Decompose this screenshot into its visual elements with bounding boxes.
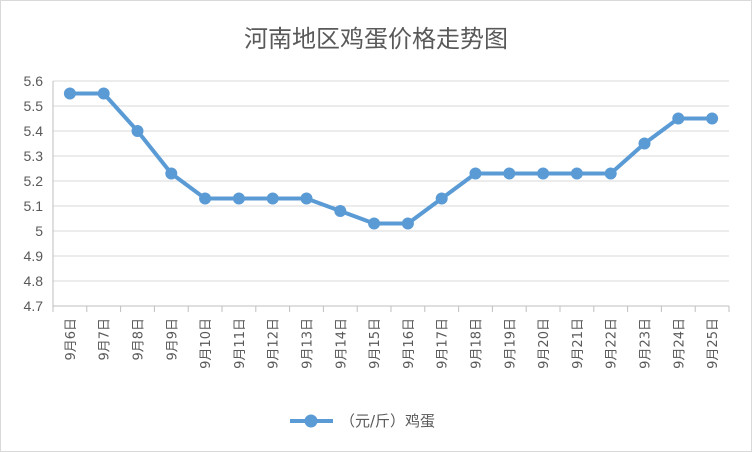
data-point	[368, 217, 381, 230]
data-point	[199, 192, 212, 205]
x-tick-label: 9月13日	[301, 318, 316, 369]
data-point	[435, 192, 448, 205]
y-tick-label: 4.9	[24, 248, 44, 264]
data-point	[570, 167, 583, 180]
x-tick-label: 9月20日	[537, 318, 552, 369]
x-tick-label: 9月10日	[199, 318, 214, 369]
x-tick-label: 9月11日	[233, 318, 248, 369]
series-layer	[63, 87, 719, 230]
y-tick-label: 5	[35, 223, 43, 239]
x-tick-label: 9月9日	[165, 318, 180, 361]
chart-title: 河南地区鸡蛋价格走势图	[244, 25, 508, 53]
data-point	[401, 217, 414, 230]
y-tick-label: 5.6	[24, 73, 44, 89]
x-tick-label: 9月23日	[639, 318, 654, 369]
data-point	[300, 192, 313, 205]
data-point	[604, 167, 617, 180]
data-point	[706, 112, 719, 125]
x-tick-label: 9月16日	[402, 318, 417, 369]
legend-marker	[304, 414, 318, 428]
x-tick-label: 9月21日	[571, 318, 586, 369]
x-tick-label: 9月12日	[267, 318, 282, 369]
data-point	[537, 167, 550, 180]
data-point	[232, 192, 245, 205]
x-tick-label: 9月7日	[98, 318, 113, 361]
gridlines	[52, 80, 729, 312]
x-tick-label: 9月19日	[503, 318, 518, 369]
data-point	[63, 87, 76, 100]
x-tick-label: 9月25日	[706, 318, 721, 369]
data-point	[469, 167, 482, 180]
legend: （元/斤）鸡蛋	[290, 412, 435, 430]
x-tick-label: 9月18日	[470, 318, 485, 369]
y-tick-label: 4.7	[24, 298, 44, 314]
data-point	[131, 125, 144, 137]
x-tick-label: 9月15日	[368, 318, 383, 369]
data-point	[97, 87, 110, 100]
x-tick-label: 9月24日	[672, 318, 687, 369]
y-tick-label: 5.3	[24, 148, 44, 164]
legend-label: （元/斤）鸡蛋	[340, 412, 435, 430]
x-tick-label: 9月6日	[64, 318, 79, 361]
data-point	[672, 112, 685, 125]
data-point	[638, 137, 651, 150]
x-tick-label: 9月8日	[132, 318, 147, 361]
data-point	[165, 167, 178, 180]
y-tick-label: 5.1	[24, 198, 44, 214]
x-tick-label: 9月22日	[605, 318, 620, 369]
x-tick-label: 9月17日	[436, 318, 451, 369]
data-point	[503, 167, 516, 180]
y-tick-label: 5.2	[24, 173, 44, 189]
y-axis-ticks: 4.7 4.8 4.9 5 5.1 5.2 5.3 5.4 5.5 5.6	[24, 73, 44, 314]
series-line	[67, 91, 715, 226]
y-tick-label: 4.8	[24, 273, 44, 289]
data-point	[266, 192, 279, 205]
y-tick-label: 5.4	[24, 123, 44, 139]
y-tick-label: 5.5	[24, 98, 44, 114]
x-axis-ticks: 9月6日 9月7日 9月8日 9月9日 9月10日 9月11日 9月12日 9月13日 9月14…	[52, 306, 730, 369]
data-point	[334, 205, 347, 217]
x-tick-label: 9月14日	[334, 318, 349, 369]
